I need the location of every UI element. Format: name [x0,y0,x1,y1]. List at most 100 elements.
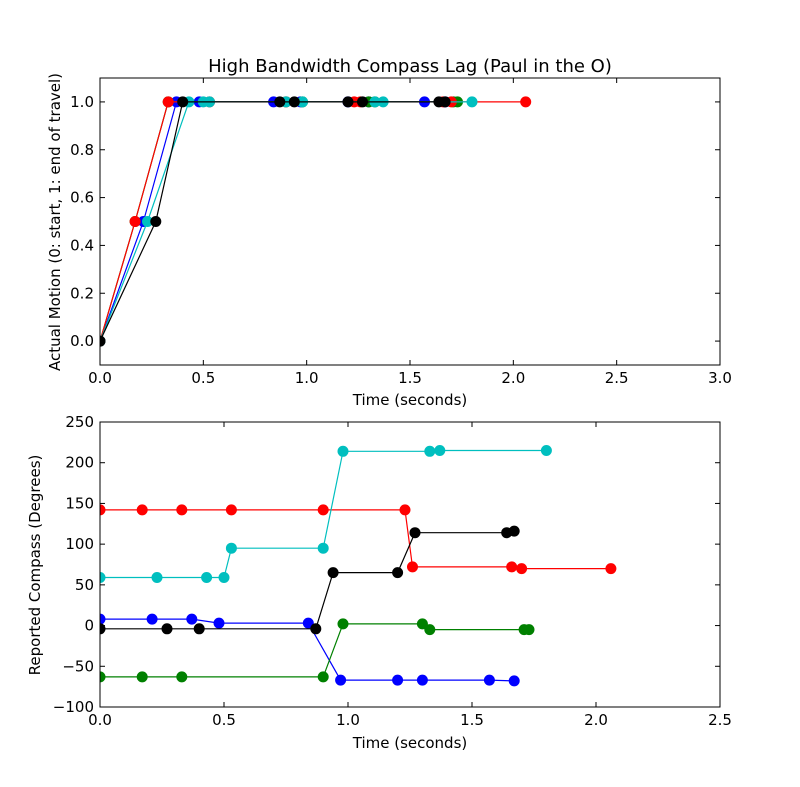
bottom-data-point [407,561,418,573]
bottom-data-point [317,671,329,683]
bottom-ytick-label: −100 [53,698,94,716]
top-xtick-label: 1.0 [295,369,319,387]
bottom-data-point [605,563,617,575]
bottom-data-point [161,623,173,635]
bottom-data-point [186,613,198,625]
top-data-point [288,96,300,108]
bottom-ytick-label: 250 [65,413,94,431]
bottom-data-point [176,504,188,516]
top-data-point [274,96,286,108]
bottom-ytick-label: 50 [75,576,94,594]
bottom-data-point [409,527,421,539]
bottom-data-point [434,445,446,456]
top-xtick-label: 0.0 [88,369,112,387]
bottom-data-point [225,542,237,554]
bottom-xtick-label: 1.0 [336,711,360,729]
bottom-series-3 [100,445,552,583]
bottom-data-point [193,623,205,635]
bottom-data-point [416,674,428,686]
top-xtick-label: 3.0 [708,369,732,387]
bottom-data-point [540,445,552,456]
bottom-data-point [483,674,495,686]
bottom-xtick-label: 2.5 [708,711,732,729]
top-series-4 [100,96,451,347]
top-ytick-label: 0.0 [70,332,94,350]
bottom-data-point [506,561,518,573]
top-ytick-label: 0.2 [70,284,94,302]
bottom-data-point [100,504,106,516]
top-xlabel: Time (seconds) [352,391,468,409]
bottom-data-point [317,542,329,554]
bottom-data-point [218,572,230,583]
top-data-point [177,96,189,108]
top-data-point [129,216,141,227]
bottom-axes: 0.0 0.5 1.0 1.5 2.0 2.5 −100 −50 0 50 100 150 200 250… [26,413,732,752]
bottom-series-4 [100,525,520,635]
top-data-point [357,96,368,108]
bottom-ytick-label: 200 [65,454,94,472]
bottom-series-line [100,618,515,682]
top-data-point [466,96,478,108]
bottom-data-point [151,572,163,583]
bottom-data-point [213,617,225,629]
bottom-data-point [327,567,339,579]
chart-title: High Bandwidth Compass Lag (Paul in the … [208,56,612,77]
bottom-data-point [100,572,106,583]
top-data-point [150,216,162,227]
top-data-point [439,96,451,108]
bottom-data-point [424,624,436,636]
bottom-data-point [310,623,322,635]
bottom-series-2 [100,504,617,575]
top-ytick-label: 0.8 [70,141,94,159]
top-xtick-label: 2.0 [501,369,525,387]
bottom-ytick-label: 100 [65,535,94,553]
bottom-ylabel: Reported Compass (Degrees) [26,455,44,676]
top-xtick-label: 1.5 [398,369,422,387]
top-ylabel: Actual Motion (0: start, 1: end of trave… [46,73,64,371]
bottom-data-point [516,563,528,575]
bottom-data-point [176,671,188,683]
bottom-data-point [392,674,404,686]
bottom-xlabel: Time (seconds) [352,734,468,752]
bottom-axes-frame [99,421,721,708]
top-data-point [342,96,354,108]
bottom-data-point [100,671,106,683]
bottom-data-point [523,624,535,636]
top-plot-series [100,96,532,347]
bottom-xtick-label: 2.0 [584,711,608,729]
bottom-data-point [424,445,436,457]
bottom-data-point [337,445,349,457]
bottom-data-point [225,504,237,516]
top-axes-ticks: 0.0 0.5 1.0 1.5 2.0 2.5 3.0 0.0 0.2 0.4 0.6 0.8 1.0 [70,78,732,387]
bottom-series-0 [100,613,520,687]
bottom-axes-ticks: 0.0 0.5 1.0 1.5 2.0 2.5 −100 −50 0 50 100 150 200 250 [53,413,732,729]
bottom-data-point [100,623,106,635]
top-xtick-label: 2.5 [605,369,629,387]
bottom-series-1 [100,618,535,683]
bottom-data-point [399,504,411,516]
bottom-ytick-label: 150 [65,494,94,512]
bottom-data-point [136,504,148,516]
bottom-data-point [100,613,106,625]
bottom-data-point [317,504,329,516]
bottom-xtick-label: 0.5 [212,711,236,729]
bottom-data-point [146,613,158,625]
bottom-data-point [392,567,404,579]
top-ytick-label: 0.6 [70,189,94,207]
bottom-plot-series [100,445,617,687]
top-data-point [520,96,532,108]
top-data-point [162,96,174,108]
top-ytick-label: 1.0 [70,93,94,111]
bottom-ytick-label: −50 [62,657,94,675]
top-ytick-label: 0.4 [70,236,94,254]
bottom-data-point [416,618,428,630]
bottom-data-point [508,675,520,687]
bottom-data-point [335,674,347,686]
bottom-ytick-label: 0 [84,617,94,635]
top-axes: 0.0 0.5 1.0 1.5 2.0 2.5 3.00.00.20.40.60.81.0 … [46,73,732,409]
top-xtick-label: 0.5 [191,369,215,387]
bottom-data-point [302,617,314,629]
bottom-xtick-label: 1.5 [460,711,484,729]
